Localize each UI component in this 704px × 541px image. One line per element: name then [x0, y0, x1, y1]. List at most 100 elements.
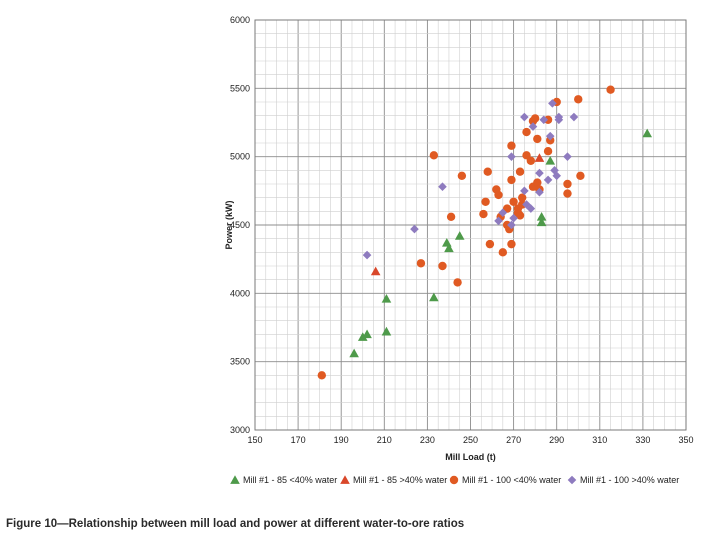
data-point — [481, 197, 490, 206]
legend-marker — [567, 475, 577, 485]
data-point — [522, 127, 531, 137]
legend-marker — [230, 475, 240, 484]
data-point — [498, 208, 508, 217]
data-point — [357, 332, 368, 341]
legend-marker — [449, 475, 459, 485]
data-point — [507, 141, 516, 150]
data-point — [438, 261, 447, 271]
data-point — [520, 112, 529, 122]
data-point — [429, 151, 439, 160]
data-point — [548, 99, 557, 108]
data-point — [507, 175, 516, 185]
data-point — [441, 237, 452, 247]
x-tick-label: 230 — [420, 435, 435, 445]
data-point — [528, 122, 538, 131]
data-point — [526, 156, 536, 165]
x-tick-label: 270 — [506, 435, 521, 445]
data-point — [381, 294, 392, 303]
data-point — [494, 216, 503, 226]
data-point — [563, 189, 572, 198]
data-point — [515, 211, 525, 220]
x-tick-label: 210 — [377, 435, 392, 445]
scatter-chart: 150 170 190 210 230 250 270 290 310 330 350 3000 350… — [224, 15, 694, 485]
legend-label: Mill #1 - 85 <40% water — [243, 475, 337, 485]
figure-caption: Figure 10—Relationship between mill load… — [6, 518, 465, 530]
legend-label: Mill #1 - 100 <40% water — [462, 475, 561, 485]
data-point — [438, 182, 447, 192]
chart-legend: Mill #1 - 85 <40% water Mill #1 - 85 >40%… — [230, 475, 679, 485]
y-tick-label: 4000 — [230, 288, 250, 298]
data-point — [362, 250, 372, 260]
data-point — [518, 200, 527, 209]
data-point — [574, 95, 583, 104]
x-tick-label: 290 — [549, 435, 564, 445]
y-tick-label: 6000 — [230, 15, 250, 25]
x-tick-label: 350 — [678, 435, 693, 445]
data-point — [381, 326, 392, 336]
data-point — [454, 231, 465, 240]
y-tick-label: 3000 — [230, 425, 250, 435]
legend-label: Mill #1 - 85 >40% water — [353, 475, 447, 485]
data-point — [498, 248, 508, 257]
data-point — [416, 259, 426, 268]
legend-marker — [340, 475, 350, 484]
x-tick-label: 310 — [592, 435, 607, 445]
y-axis-label: Power (kW) — [224, 200, 234, 249]
data-point — [536, 217, 547, 227]
data-point — [410, 224, 419, 234]
chart-points — [317, 85, 653, 380]
plot-frame — [254, 19, 687, 431]
data-point — [536, 212, 547, 221]
data-point — [494, 190, 503, 200]
data-point — [535, 168, 544, 178]
y-tick-label: 3500 — [230, 357, 250, 367]
data-point — [457, 171, 467, 180]
data-point — [479, 209, 488, 219]
data-point — [485, 239, 495, 249]
data-point — [507, 220, 516, 230]
data-point — [543, 147, 553, 156]
data-point — [569, 112, 579, 122]
data-point — [509, 197, 518, 206]
data-point — [530, 114, 540, 123]
data-point — [509, 213, 518, 223]
y-tick-label: 5000 — [230, 152, 250, 162]
data-point — [545, 155, 556, 165]
data-point — [543, 175, 553, 185]
data-point — [317, 371, 327, 380]
x-tick-label: 150 — [247, 435, 262, 445]
data-point — [533, 178, 542, 187]
data-point — [554, 115, 564, 125]
y-tick-label: 4500 — [230, 220, 250, 230]
data-point — [515, 167, 525, 176]
data-point — [362, 329, 372, 339]
data-point — [552, 171, 561, 181]
data-point — [576, 171, 585, 180]
data-point — [483, 167, 492, 176]
data-point — [370, 266, 381, 276]
data-point — [453, 278, 462, 287]
x-axis-label: Mill Load (t) — [445, 452, 496, 462]
chart-tick-labels: 150 170 190 210 230 250 270 290 310 330 350 3000 350… — [230, 15, 694, 445]
data-point — [606, 85, 615, 94]
data-point — [563, 152, 572, 161]
data-point — [446, 212, 456, 221]
data-point — [507, 152, 516, 161]
x-tick-label: 250 — [463, 435, 478, 445]
data-point — [534, 153, 545, 162]
data-point — [520, 186, 529, 196]
data-point — [545, 131, 555, 141]
y-tick-label: 5500 — [230, 83, 250, 93]
data-point — [539, 115, 549, 125]
data-point — [526, 204, 536, 213]
x-tick-label: 170 — [291, 435, 306, 445]
data-point — [444, 243, 454, 253]
legend-label: Mill #1 - 100 >40% water — [580, 475, 679, 485]
data-point — [518, 193, 527, 202]
x-tick-label: 330 — [635, 435, 650, 445]
data-point — [533, 134, 542, 144]
data-point — [535, 187, 544, 197]
data-point — [349, 348, 359, 358]
data-point — [429, 292, 439, 302]
chart-grid — [254, 19, 687, 431]
